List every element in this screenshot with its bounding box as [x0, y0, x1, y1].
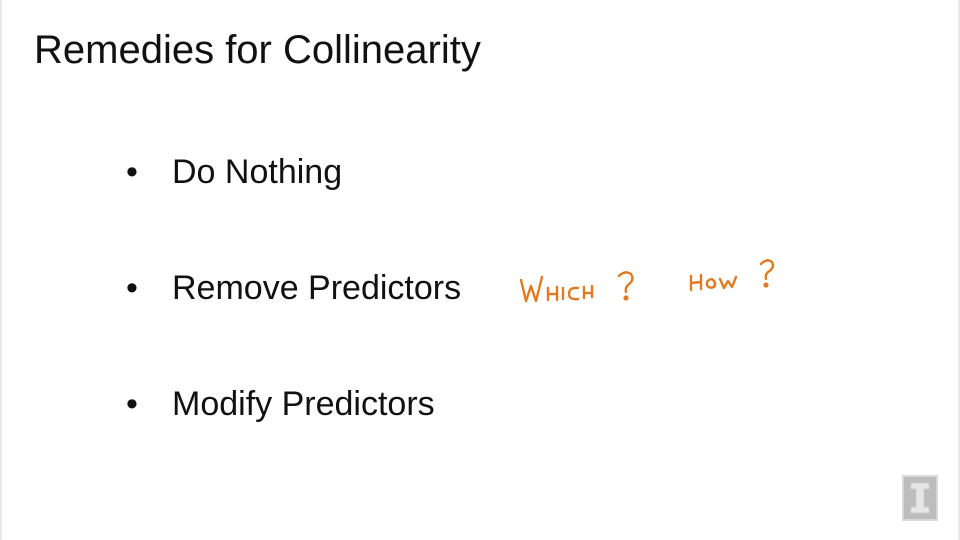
bullet-text: Modify Predictors: [172, 385, 435, 423]
bullet-text: Remove Predictors: [172, 269, 462, 307]
slide-title: Remedies for Collinearity: [34, 28, 481, 72]
bullet-dot: •: [126, 153, 138, 191]
handwritten-annotation: [507, 250, 797, 320]
handwritten-how: [689, 259, 775, 292]
bullet-dot: •: [126, 385, 138, 423]
block-i-logo-icon: [902, 475, 938, 521]
bullet-text: Do Nothing: [172, 153, 343, 191]
handwritten-which: [519, 271, 634, 303]
bullet-dot: •: [126, 269, 138, 307]
